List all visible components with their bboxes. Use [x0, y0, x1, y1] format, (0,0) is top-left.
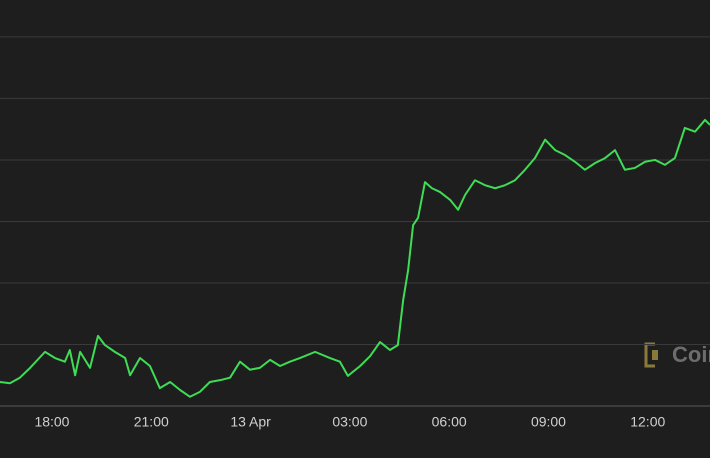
x-tick-label: 18:00 [34, 414, 69, 430]
watermark: Coin [672, 342, 710, 367]
price-line [0, 118, 710, 398]
x-tick-label: 06:00 [432, 414, 467, 430]
x-tick-label: 09:00 [531, 414, 566, 430]
x-tick-label: 12:00 [630, 414, 665, 430]
x-tick-label: 21:00 [134, 414, 169, 430]
x-tick-label: 03:00 [332, 414, 367, 430]
x-tick-label: 13 Apr [230, 414, 271, 430]
